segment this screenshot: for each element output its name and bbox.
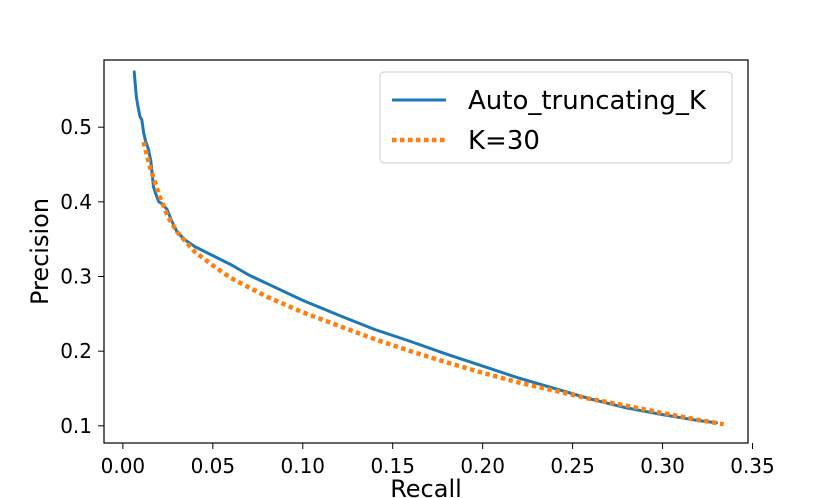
series-line-2 <box>141 141 725 427</box>
legend: Auto_truncating_K K=30 <box>379 71 733 164</box>
x-tick-label: 0.00 <box>101 454 146 478</box>
legend-label-1: Auto_truncating_K <box>468 86 707 116</box>
series-layer <box>132 70 725 427</box>
plot-area <box>103 59 749 444</box>
y-axis: 0.1 0.2 0.3 0.4 0.5 <box>60 115 104 438</box>
y-tick-label: 0.5 <box>60 115 92 139</box>
x-tick-label: 0.20 <box>460 454 505 478</box>
y-axis-label: Precision <box>26 198 54 305</box>
x-tick-label: 0.30 <box>640 454 685 478</box>
x-tick-label: 0.05 <box>191 454 236 478</box>
plot-frame <box>103 59 749 444</box>
x-tick-label: 0.35 <box>730 454 775 478</box>
y-tick-label: 0.1 <box>60 414 92 438</box>
x-axis: 0.00 0.05 0.10 0.15 0.20 0.25 0.30 0.35 <box>101 443 775 478</box>
x-axis-label: Recall <box>390 475 462 498</box>
x-tick-label: 0.25 <box>550 454 595 478</box>
y-tick-label: 0.4 <box>60 190 92 214</box>
y-tick-label: 0.3 <box>60 265 92 289</box>
legend-box <box>379 71 733 164</box>
legend-label-2: K=30 <box>468 126 540 156</box>
x-tick-label: 0.10 <box>281 454 326 478</box>
y-tick-label: 0.2 <box>60 339 92 363</box>
x-tick-label: 0.15 <box>370 454 415 478</box>
